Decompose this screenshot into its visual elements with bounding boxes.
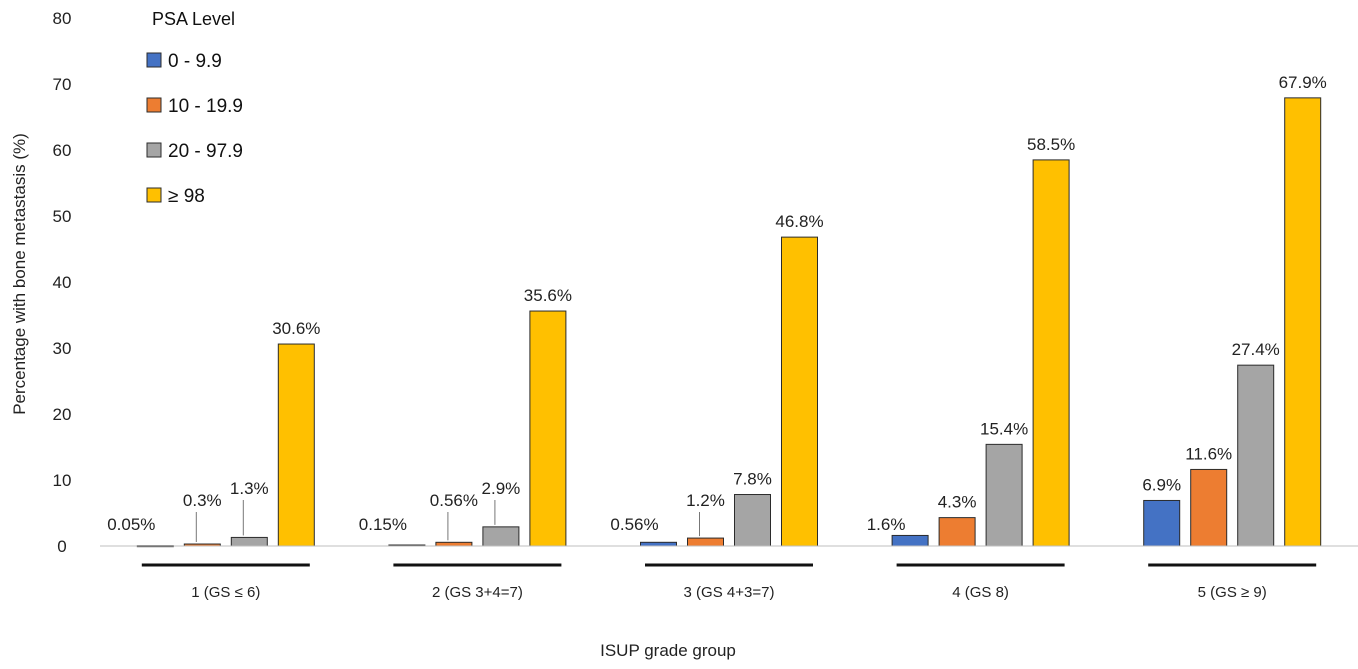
bar — [435, 541, 473, 547]
data-label: 1.6% — [867, 515, 906, 534]
x-axis-title: ISUP grade group — [600, 641, 736, 660]
y-tick-label: 60 — [53, 141, 72, 160]
bar — [781, 236, 818, 547]
bars — [136, 97, 1322, 548]
data-label: 2.9% — [482, 479, 521, 498]
category-label: 5 (GS ≥ 9) — [1198, 584, 1267, 601]
legend-swatch — [146, 97, 162, 113]
bar — [529, 310, 567, 547]
data-label: 0.56% — [430, 491, 478, 510]
y-tick-label: 20 — [53, 405, 72, 424]
bar — [1143, 499, 1181, 547]
data-label: 0.05% — [107, 515, 155, 534]
leader-lines — [195, 500, 700, 543]
bar — [1237, 364, 1275, 547]
category-label: 3 (GS 4+3=7) — [684, 584, 775, 601]
bar — [1190, 468, 1228, 547]
data-label: 27.4% — [1232, 340, 1280, 359]
y-tick-label: 40 — [53, 273, 72, 292]
y-tick-label: 0 — [57, 537, 66, 556]
y-axis-title: Percentage with bone metastasis (%) — [10, 133, 29, 415]
bar — [1284, 97, 1322, 547]
bar — [1032, 159, 1070, 547]
data-label: 11.6% — [1185, 444, 1232, 463]
y-tick-label: 10 — [53, 471, 72, 490]
bar — [938, 517, 976, 547]
bar — [640, 541, 677, 547]
data-label: 1.3% — [230, 479, 269, 498]
data-label: 46.8% — [775, 212, 823, 231]
bar — [891, 534, 929, 547]
data-label: 15.4% — [980, 419, 1028, 438]
y-tick-label: 80 — [53, 9, 72, 28]
bar — [230, 536, 268, 547]
data-label: 1.2% — [686, 491, 725, 510]
data-label: 7.8% — [733, 470, 772, 489]
data-label: 6.9% — [1142, 475, 1181, 494]
category-labels: 1 (GS ≤ 6) 2 (GS 3+4=7) 3 (GS 4+3=7) 4 (GS … — [191, 584, 1266, 601]
legend-swatch — [146, 142, 162, 158]
data-label: 0.15% — [359, 515, 407, 534]
bar — [482, 526, 520, 547]
legend-swatch — [146, 187, 162, 203]
legend-swatch — [146, 52, 162, 68]
legend-label: 0 - 9.9 — [168, 51, 222, 72]
data-label: 30.6% — [272, 319, 320, 338]
data-labels: 0.05%0.3%1.3%30.6%0.15%0.56%2.9%35.6%0.5… — [107, 73, 1327, 534]
legend-label: 10 - 19.9 — [168, 96, 243, 117]
legend: PSA Level 0 - 9.9 10 - 19.9 20 - 97.9 ≥ 98 — [146, 9, 243, 207]
legend-label: 20 - 97.9 — [168, 141, 243, 162]
bar — [687, 537, 724, 547]
legend-label: ≥ 98 — [168, 186, 205, 207]
y-tick-label: 30 — [53, 339, 72, 358]
bar — [985, 443, 1023, 547]
data-label: 4.3% — [938, 493, 977, 512]
data-label: 0.3% — [183, 491, 222, 510]
legend-title: PSA Level — [152, 9, 235, 29]
category-label: 2 (GS 3+4=7) — [432, 584, 523, 601]
bar — [277, 343, 315, 547]
y-axis-ticks: 0 10 20 30 40 50 60 70 80 — [53, 9, 72, 556]
data-label: 67.9% — [1279, 73, 1327, 92]
bar — [734, 494, 771, 547]
y-tick-label: 50 — [53, 207, 72, 226]
category-label: 4 (GS 8) — [952, 584, 1009, 601]
data-label: 0.56% — [610, 515, 658, 534]
data-label: 58.5% — [1027, 135, 1075, 154]
y-tick-label: 70 — [53, 75, 72, 94]
category-label: 1 (GS ≤ 6) — [191, 584, 260, 601]
data-label: 35.6% — [524, 286, 572, 305]
legend-items: 0 - 9.9 10 - 19.9 20 - 97.9 ≥ 98 — [146, 51, 243, 207]
